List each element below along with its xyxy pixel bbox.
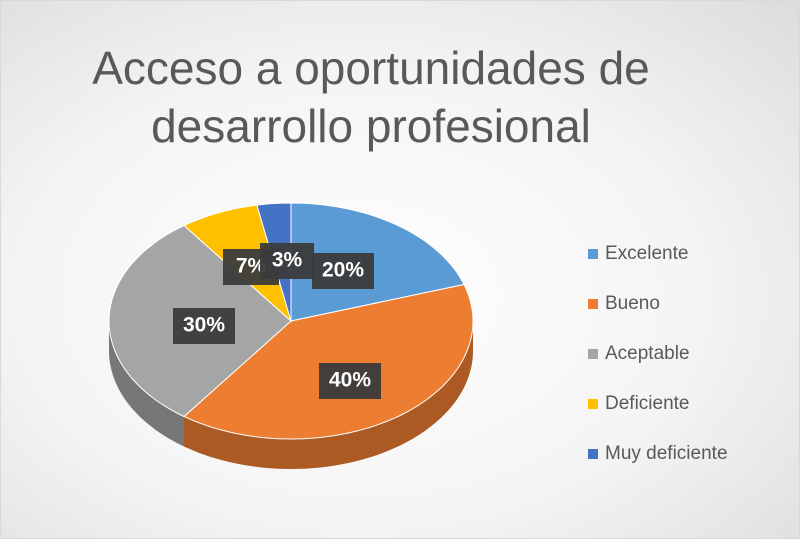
- legend-swatch: [588, 349, 598, 359]
- legend-label: Aceptable: [605, 343, 690, 364]
- legend-label: Bueno: [605, 293, 660, 314]
- data-label: 3%: [272, 249, 303, 272]
- data-label: 30%: [183, 314, 225, 337]
- pie-side: [109, 321, 184, 447]
- data-label-box: [312, 253, 374, 289]
- data-label: 40%: [329, 369, 371, 392]
- pie-slice: [290, 202, 465, 322]
- data-label-box: [260, 243, 314, 279]
- data-label: 20%: [322, 259, 364, 282]
- legend-swatch: [588, 249, 598, 259]
- legend-swatch: [588, 299, 598, 309]
- pie-side: [184, 321, 473, 469]
- data-label-box: [173, 308, 235, 344]
- legend-label: Excelente: [605, 243, 688, 264]
- legend-swatch: [588, 449, 598, 459]
- legend-label: Deficiente: [605, 393, 690, 414]
- legend-label: Muy deficiente: [605, 443, 728, 464]
- pie-slice: [183, 283, 474, 440]
- data-label: 7%: [236, 255, 267, 278]
- legend-swatch: [588, 399, 598, 409]
- chart-title: Acceso a oportunidades de desarrollo pro…: [92, 42, 650, 152]
- data-label-box: [319, 363, 381, 399]
